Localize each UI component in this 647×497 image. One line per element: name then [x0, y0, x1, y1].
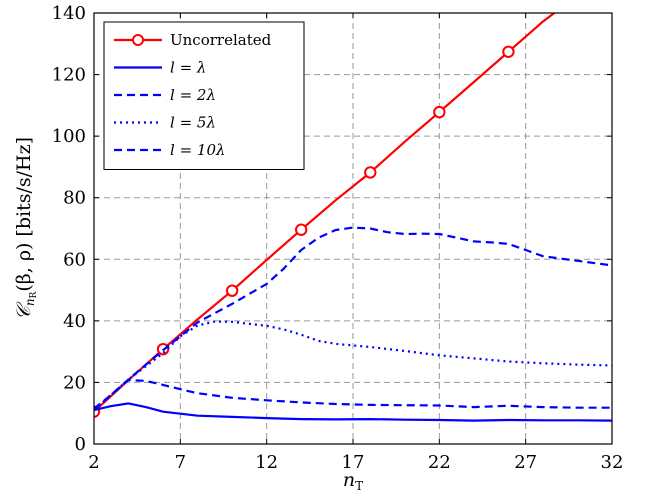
x-axis-label: nT	[343, 469, 363, 493]
y-tick-label: 80	[63, 188, 86, 209]
legend-item-l: l = λ	[114, 59, 206, 77]
y-tick-label: 20	[63, 372, 86, 393]
x-tick-label: 7	[175, 452, 186, 473]
y-tick-label: 100	[52, 126, 86, 147]
y-tick-label: 0	[75, 434, 86, 455]
legend-label: l = 2λ	[170, 86, 216, 104]
x-tick-label: 12	[255, 452, 278, 473]
x-tick-label: 22	[428, 452, 451, 473]
legend-label: l = 5λ	[170, 114, 216, 132]
series-line-2	[94, 402, 612, 422]
y-tick-label: 140	[52, 3, 86, 24]
grid-lines	[94, 13, 612, 444]
series-marker	[225, 284, 239, 297]
legend-item-l-2: l = 2λ	[114, 86, 216, 104]
x-tick-label: 2	[88, 452, 99, 473]
legend-item-l-5: l = 5λ	[114, 114, 216, 132]
series-marker	[295, 223, 308, 236]
legend-label: Uncorrelated	[170, 31, 272, 49]
legend-item-l-10: l = 10λ	[114, 141, 226, 159]
legend-label: l = 10λ	[170, 141, 226, 159]
series-line-1	[94, 13, 556, 413]
y-tick-label: 120	[52, 65, 86, 86]
y-axis-label: 𝒞nR(β, ρ) [bits/s/Hz]	[13, 137, 39, 320]
series-marker	[433, 105, 446, 119]
series-marker	[502, 45, 515, 58]
y-tick-label: 40	[63, 311, 86, 332]
x-tick-label: 32	[601, 452, 624, 473]
x-tick-label: 17	[342, 452, 365, 473]
series-marker	[364, 166, 377, 179]
legend-marker	[132, 34, 144, 46]
x-tick-label: 27	[514, 452, 537, 473]
y-tick-label: 60	[63, 249, 86, 270]
series-layer	[94, 13, 612, 422]
legend-label: l = λ	[170, 59, 206, 77]
legend-box	[103, 21, 305, 170]
legend-item-uncorrelated: Uncorrelated	[114, 31, 272, 49]
legend: Uncorrelated l = λ l = 2λ l = 5λ l = 10λ	[103, 21, 305, 170]
